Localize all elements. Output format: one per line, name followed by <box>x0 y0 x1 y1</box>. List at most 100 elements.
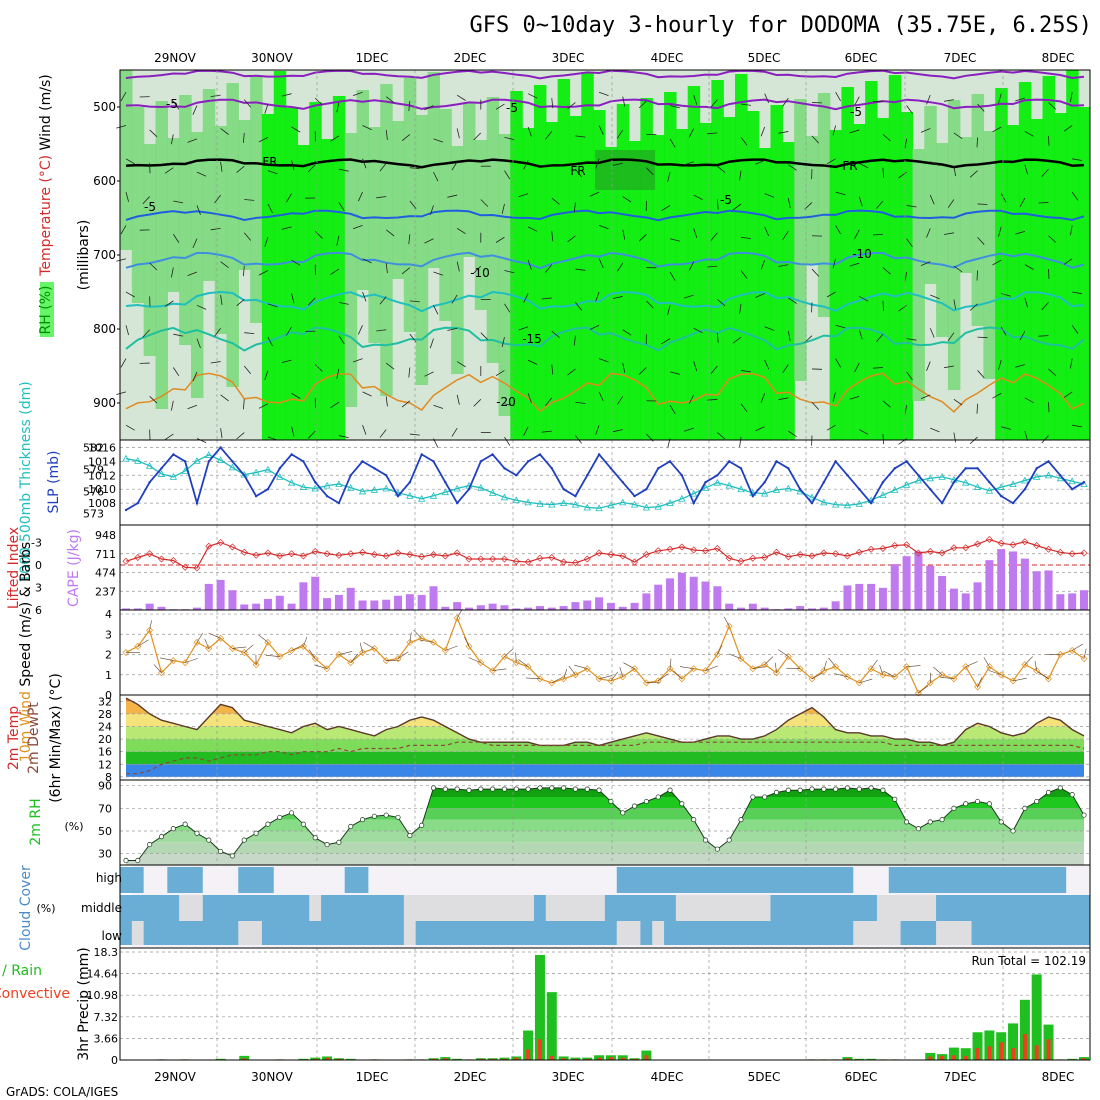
cloud-cell-middle <box>876 895 890 921</box>
wind-barb <box>1024 131 1034 137</box>
wind-barb <box>589 191 600 197</box>
wind-barb <box>835 92 841 102</box>
cloud-cell-middle <box>758 895 772 921</box>
rh-cell <box>699 123 713 440</box>
rh-cell <box>155 101 168 409</box>
lifted-index-point <box>500 555 508 563</box>
wind10-point <box>335 651 343 659</box>
slp-point <box>964 467 967 470</box>
precip-legend-conv: Convective <box>0 986 70 1002</box>
cloud-cell-low <box>143 921 157 945</box>
wind-barb <box>669 138 676 148</box>
cape-bar <box>725 603 734 610</box>
wind-barb <box>267 203 273 214</box>
wind-barb <box>504 170 511 180</box>
wind-barb <box>336 102 340 113</box>
wind-barb <box>504 136 515 140</box>
temp-line <box>125 697 1085 747</box>
rh-cell <box>876 118 890 440</box>
precip-conv-bar <box>549 1055 554 1060</box>
cloud-cell-high <box>1030 867 1044 893</box>
wind-barb <box>214 328 221 337</box>
wind10-barb <box>1037 671 1049 680</box>
wind10-point <box>359 649 367 656</box>
contour-label: -10 <box>852 247 872 261</box>
cloud-cell-low <box>250 921 263 945</box>
wind-barb <box>612 162 623 166</box>
rh-cell <box>486 97 500 363</box>
cape-bar <box>831 601 840 610</box>
wind-barb <box>788 297 797 304</box>
cloud-cell-low <box>486 921 500 945</box>
wind-barb <box>338 202 345 212</box>
wind-barb <box>567 368 576 376</box>
cloud-cell-high <box>900 867 914 893</box>
rh-point <box>1010 828 1016 834</box>
cloud-cell-middle <box>486 895 500 921</box>
lifted-index-point <box>228 543 236 551</box>
thickness-point <box>831 500 840 508</box>
cloud-cell-middle <box>522 895 535 921</box>
wind-barb <box>267 303 278 308</box>
wind-barb <box>523 160 529 170</box>
cloud-cell-low <box>226 921 239 945</box>
wind-barb <box>930 294 940 300</box>
lifted-index-point <box>252 551 260 559</box>
cape-bar <box>1080 590 1088 610</box>
wind-barb <box>906 371 913 381</box>
contour-label: -15 <box>522 332 542 346</box>
wind-barb <box>149 396 158 404</box>
cape-bar <box>867 583 876 610</box>
slp-point <box>207 460 210 463</box>
dewpoint-line <box>126 741 1085 775</box>
precip-total-bar <box>972 1032 983 1060</box>
wind-barb <box>707 132 718 135</box>
cape-bar <box>689 576 698 610</box>
temp-tick-label: 28 <box>98 708 112 721</box>
wind10-barb <box>599 675 613 680</box>
wind-barb <box>1024 164 1028 175</box>
wind-barb <box>782 97 789 107</box>
lifted-index-point <box>855 548 863 556</box>
pressure-axis-label-part: (millibars) <box>76 220 92 291</box>
wind10-point <box>974 683 982 691</box>
contour-label: -5 <box>144 200 156 214</box>
wind10-barb <box>1072 643 1084 651</box>
cloud-cell-high <box>380 867 393 893</box>
precip-conv-bar <box>1046 1039 1051 1060</box>
date-label-bottom: 7DEC <box>944 1070 977 1084</box>
wind-barb <box>385 263 388 274</box>
wind-barb <box>291 293 295 304</box>
thickness-point <box>1033 473 1041 480</box>
wind-barb <box>755 159 765 165</box>
thickness-point <box>276 473 284 480</box>
precip-conv-bar <box>490 1058 495 1060</box>
wind10-point <box>820 667 828 675</box>
wind-barb <box>906 238 913 248</box>
lifted-index-point <box>619 552 627 560</box>
lifted-index-point <box>891 542 899 549</box>
cape-bar <box>642 593 651 610</box>
rh-point <box>182 821 188 827</box>
wind-barb <box>684 427 694 432</box>
cape-bar <box>559 606 568 610</box>
wind-barb <box>755 426 765 432</box>
precip-conv-bar <box>1011 1048 1016 1060</box>
wind10-barb <box>504 648 514 657</box>
rh-point <box>147 842 153 848</box>
slp-point <box>586 474 589 477</box>
rh-point <box>572 786 578 792</box>
wind-barb <box>376 329 387 332</box>
cape-bar <box>394 595 403 610</box>
slp-point <box>727 460 731 463</box>
slp-axis-label-part: SLP (mb) <box>46 450 62 513</box>
wind-barb <box>969 170 978 178</box>
cloud-cell-low <box>841 921 854 945</box>
lifted-index-point <box>299 552 307 560</box>
cloud-cell-high <box>522 867 535 893</box>
wind-barb <box>379 429 387 438</box>
wind10-point <box>784 653 792 661</box>
cloud-cell-low <box>1030 921 1044 945</box>
cloud-cell-high <box>403 867 417 893</box>
